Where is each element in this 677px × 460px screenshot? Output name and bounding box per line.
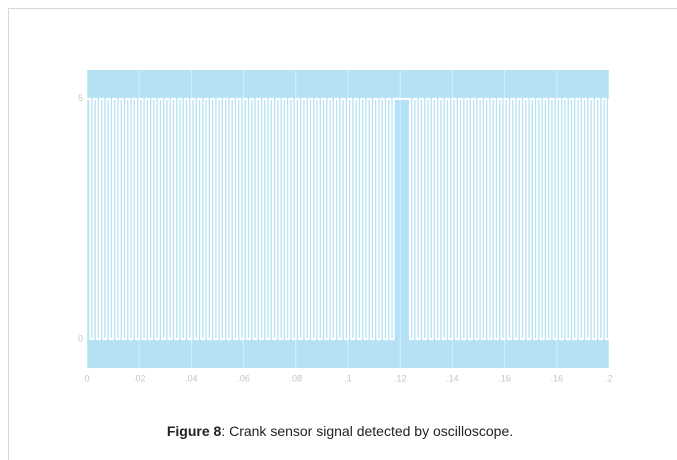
x-tick-label: .04	[185, 373, 198, 383]
y-tick-label: 5	[78, 93, 83, 103]
x-tick-label: .08	[290, 373, 303, 383]
x-tick-label: .06	[237, 373, 250, 383]
y-tick-label: 0	[78, 334, 83, 344]
card-border	[8, 8, 677, 460]
caption: Figure 8: Crank sensor signal detected b…	[167, 423, 513, 439]
x-tick-label: 0	[84, 373, 89, 383]
x-tick-label: .14	[446, 373, 459, 383]
x-tick-label: .02	[133, 373, 146, 383]
caption-label: Figure 8	[167, 423, 222, 439]
x-tick-label: .16	[551, 373, 564, 383]
x-tick-label: .1	[344, 373, 352, 383]
x-tick-label: .16	[498, 373, 511, 383]
caption-text: : Crank sensor signal detected by oscill…	[221, 423, 513, 439]
x-tick-label: .2	[605, 373, 613, 383]
signal-line	[87, 97, 610, 341]
x-tick-label: .12	[394, 373, 407, 383]
